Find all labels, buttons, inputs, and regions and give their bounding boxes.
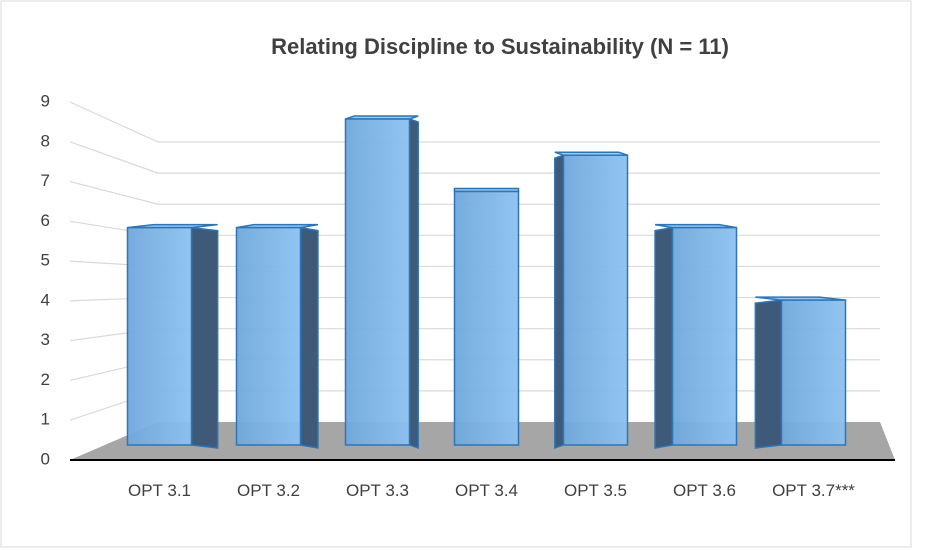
bar-front bbox=[562, 154, 629, 446]
y-tick-label: 0 bbox=[41, 449, 50, 468]
x-tick-label: OPT 3.5 bbox=[564, 481, 627, 500]
y-tick-label: 2 bbox=[41, 370, 50, 389]
y-tick-label: 8 bbox=[41, 131, 50, 150]
y-tick-label: 5 bbox=[41, 251, 50, 270]
bar bbox=[654, 223, 738, 449]
x-tick-label: OPT 3.4 bbox=[455, 481, 518, 500]
bar bbox=[453, 187, 520, 446]
grid-line bbox=[69, 141, 880, 174]
y-tick-label: 4 bbox=[41, 290, 50, 309]
bar-side bbox=[190, 226, 219, 449]
bar bbox=[344, 115, 419, 450]
y-tick-label: 9 bbox=[41, 91, 50, 110]
bar-side bbox=[554, 154, 565, 450]
bar bbox=[126, 223, 219, 449]
x-tick-label: OPT 3.6 bbox=[673, 481, 736, 500]
y-tick-label: 7 bbox=[41, 171, 50, 190]
y-tick-label: 1 bbox=[41, 410, 50, 429]
bar bbox=[235, 223, 319, 449]
x-tick-label: OPT 3.1 bbox=[128, 481, 191, 500]
x-tick-label: OPT 3.3 bbox=[346, 481, 409, 500]
bar-side bbox=[299, 226, 319, 449]
bar-front bbox=[671, 226, 738, 446]
bar-front bbox=[126, 226, 193, 446]
bar-front bbox=[453, 190, 520, 446]
bar bbox=[754, 296, 847, 449]
bar bbox=[554, 151, 629, 450]
grid-line bbox=[69, 101, 880, 143]
bar-side bbox=[754, 299, 783, 449]
bar-side bbox=[654, 226, 674, 449]
bar-front bbox=[235, 226, 302, 446]
y-tick-label: 3 bbox=[41, 330, 50, 349]
x-tick-label: OPT 3.7*** bbox=[772, 481, 855, 500]
chart-title: Relating Discipline to Sustainability (N… bbox=[271, 34, 729, 59]
bar-side bbox=[408, 117, 419, 450]
grid-line bbox=[69, 180, 880, 205]
bar-front bbox=[344, 118, 411, 446]
bar-front bbox=[780, 299, 847, 446]
x-tick-label: OPT 3.2 bbox=[237, 481, 300, 500]
y-tick-label: 6 bbox=[41, 211, 50, 230]
